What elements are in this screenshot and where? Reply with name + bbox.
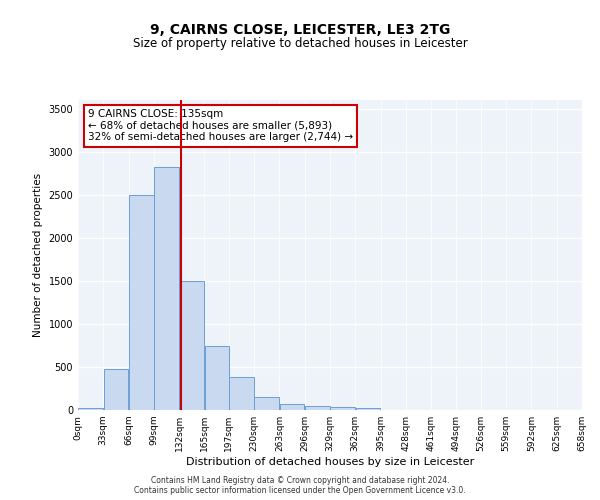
Bar xyxy=(305,406,330,410)
Bar xyxy=(356,408,380,410)
Bar xyxy=(330,406,355,410)
Bar xyxy=(154,167,179,410)
Bar xyxy=(129,194,154,410)
Bar xyxy=(78,408,103,410)
Text: Contains HM Land Registry data © Crown copyright and database right 2024.
Contai: Contains HM Land Registry data © Crown c… xyxy=(134,476,466,495)
Bar xyxy=(104,368,128,410)
Text: Size of property relative to detached houses in Leicester: Size of property relative to detached ho… xyxy=(133,38,467,51)
Bar xyxy=(205,346,229,410)
Text: 9, CAIRNS CLOSE, LEICESTER, LE3 2TG: 9, CAIRNS CLOSE, LEICESTER, LE3 2TG xyxy=(150,22,450,36)
Bar xyxy=(254,396,279,410)
Text: 9 CAIRNS CLOSE: 135sqm
← 68% of detached houses are smaller (5,893)
32% of semi-: 9 CAIRNS CLOSE: 135sqm ← 68% of detached… xyxy=(88,110,353,142)
Y-axis label: Number of detached properties: Number of detached properties xyxy=(33,173,43,337)
Bar xyxy=(229,378,254,410)
Bar xyxy=(179,281,204,410)
X-axis label: Distribution of detached houses by size in Leicester: Distribution of detached houses by size … xyxy=(186,457,474,467)
Bar xyxy=(280,404,304,410)
